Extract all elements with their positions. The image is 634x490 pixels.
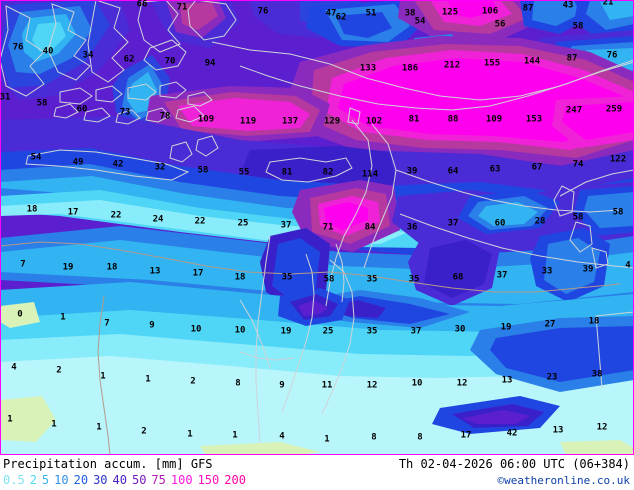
terrain-tint xyxy=(200,442,320,455)
band-200 xyxy=(448,0,498,18)
legend-stop-10[interactable]: 10 xyxy=(54,473,69,487)
legend-stop-30[interactable]: 30 xyxy=(93,473,108,487)
legend-stop-200[interactable]: 200 xyxy=(224,473,246,487)
band-30 xyxy=(336,12,392,38)
band-200 xyxy=(562,102,634,140)
legend-stop-75[interactable]: 75 xyxy=(151,473,166,487)
band-10 xyxy=(478,202,538,226)
legend-color-scale[interactable]: 0.5 2 5 10 20 30 40 50 75 100 150 200 xyxy=(3,473,251,487)
legend-stop-5[interactable]: 5 xyxy=(41,473,50,487)
legend-stop-20[interactable]: 20 xyxy=(73,473,89,487)
legend-stop-2[interactable]: 2 xyxy=(29,473,37,487)
band-20 xyxy=(584,192,634,228)
legend-stop-0.5[interactable]: 0.5 xyxy=(3,473,25,487)
map-contour-svg xyxy=(0,0,634,455)
band-150 xyxy=(178,98,310,131)
legend-stop-100[interactable]: 100 xyxy=(170,473,193,487)
band-20 xyxy=(532,0,580,26)
band-30 xyxy=(272,238,320,302)
precipitation-map-canvas[interactable]: 66 71 76 62 54 56 58 47 51 38 125 106 87 43 21 76 40 34 62… xyxy=(0,0,634,455)
map-title: Precipitation accum. [mm] GFS xyxy=(3,457,213,471)
band-20 xyxy=(544,238,600,294)
legend-stop-40[interactable]: 40 xyxy=(112,473,127,487)
forecast-timestamp: Th 02-04-2026 06:00 UTC (06+384) xyxy=(398,457,630,471)
band-40 xyxy=(424,240,492,298)
terrain-tint xyxy=(0,302,40,328)
terrain-tint xyxy=(0,396,56,442)
coastline-layer xyxy=(0,0,634,455)
band-5 xyxy=(32,22,66,52)
terrain-tint xyxy=(560,440,634,455)
band-10 xyxy=(600,0,634,20)
band-200 xyxy=(324,202,368,230)
legend-stop-150[interactable]: 150 xyxy=(197,473,220,487)
map-footer: Precipitation accum. [mm] GFS Th 02-04-2… xyxy=(0,455,634,490)
band-50 xyxy=(462,410,530,424)
legend-stop-50[interactable]: 50 xyxy=(131,473,147,487)
copyright-credit: ©weatheronline.co.uk xyxy=(497,474,630,487)
